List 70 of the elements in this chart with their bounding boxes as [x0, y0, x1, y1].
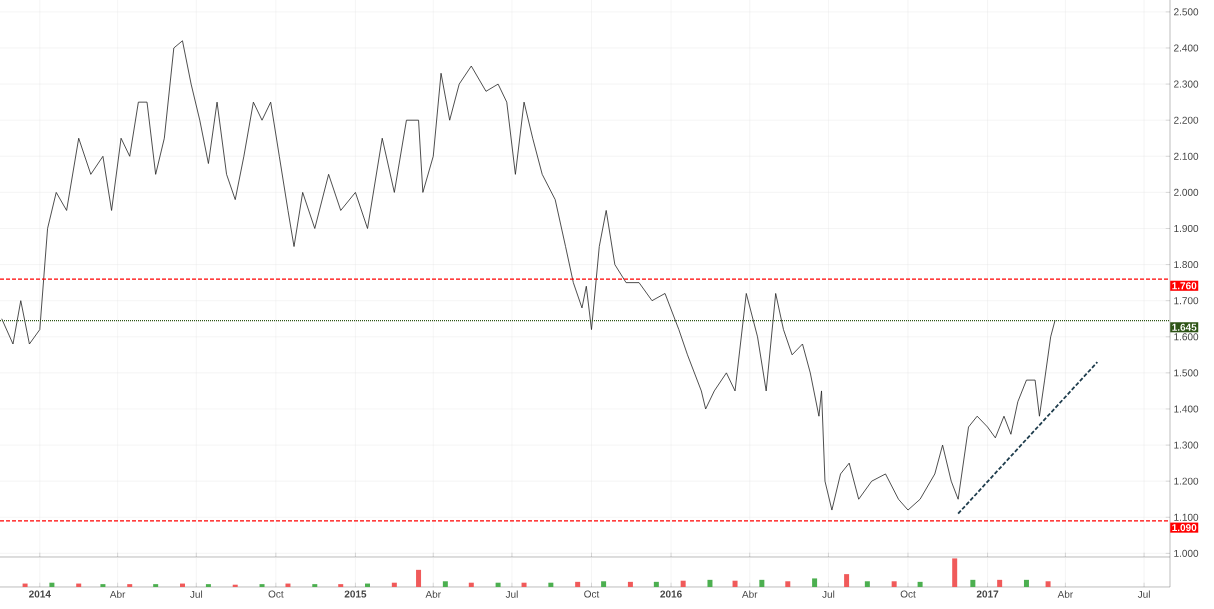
- y-tick-label: 1.600: [1174, 333, 1199, 341]
- x-tick-label: 2017: [976, 590, 999, 598]
- x-tick-label: Abr: [109, 590, 126, 598]
- x-tick-label: 2014: [29, 590, 51, 598]
- line-series: [1, 40, 1056, 511]
- x-tick-label: 2015: [344, 590, 367, 598]
- y-tick-label: 1.200: [1174, 477, 1199, 485]
- y-tick-label: 1.500: [1174, 369, 1199, 377]
- bar: [732, 580, 738, 587]
- bar: [49, 582, 55, 587]
- x-tick-label: 2016: [660, 590, 682, 598]
- ref-line-label: 1.760: [1172, 282, 1197, 290]
- y-tick-label: 1.300: [1174, 441, 1199, 449]
- bar: [707, 579, 713, 587]
- bar: [495, 582, 501, 587]
- y-tick-label: 2.400: [1174, 44, 1199, 52]
- bar: [153, 584, 159, 587]
- bar: [997, 579, 1003, 587]
- bar: [627, 581, 633, 587]
- bar: [100, 584, 106, 587]
- bar: [338, 584, 344, 587]
- y-tick-label: 2.000: [1174, 188, 1199, 196]
- bar: [442, 581, 448, 587]
- y-tick-label: 2.300: [1174, 80, 1199, 88]
- x-tick-label: Jul: [190, 590, 203, 598]
- bar: [575, 581, 581, 587]
- bar: [205, 584, 211, 587]
- bar: [864, 581, 870, 587]
- x-tick-label: Abr: [425, 590, 441, 598]
- y-tick-label: 1.800: [1174, 261, 1199, 269]
- bar: [844, 574, 850, 587]
- x-tick-label: Oct: [268, 590, 284, 598]
- y-tick-label: 1.000: [1174, 549, 1199, 557]
- y-tick-label: 1.700: [1174, 297, 1199, 305]
- x-tick-label: Oct: [900, 590, 916, 598]
- bar: [127, 584, 133, 587]
- bar: [1045, 581, 1051, 587]
- x-tick-label: Jul: [1137, 590, 1150, 598]
- bar: [232, 584, 238, 587]
- y-tick-label: 1.900: [1174, 224, 1199, 233]
- y-tick-label: 2.200: [1174, 116, 1199, 124]
- y-tick-label: 2.100: [1174, 152, 1199, 160]
- x-tick-label: Jul: [505, 590, 518, 598]
- y-tick-label: 1.100: [1174, 513, 1199, 521]
- bar: [917, 581, 923, 587]
- x-tick-label: Jul: [822, 590, 835, 598]
- bar: [468, 582, 474, 587]
- x-tick-label: Oct: [584, 590, 600, 598]
- y-tick-label: 2.500: [1174, 8, 1199, 16]
- bar: [259, 584, 265, 587]
- bar: [785, 581, 791, 587]
- x-tick-label: Abr: [741, 590, 758, 598]
- ref-line-label: 1.090: [1172, 524, 1197, 532]
- bar: [548, 582, 554, 587]
- y-tick-label: 1.400: [1174, 405, 1199, 413]
- bar: [1023, 579, 1029, 587]
- bar: [312, 584, 318, 587]
- ref-line-label: 1.645: [1172, 323, 1197, 331]
- bar: [952, 558, 958, 587]
- bar: [812, 578, 818, 587]
- bar: [601, 581, 607, 587]
- bar: [391, 582, 397, 587]
- bar: [891, 581, 897, 587]
- bar: [759, 579, 765, 587]
- bar: [521, 582, 527, 587]
- bar: [680, 580, 686, 587]
- bar: [653, 581, 659, 587]
- bar: [970, 579, 976, 587]
- bar: [416, 569, 422, 587]
- x-tick-label: Abr: [1057, 590, 1073, 598]
